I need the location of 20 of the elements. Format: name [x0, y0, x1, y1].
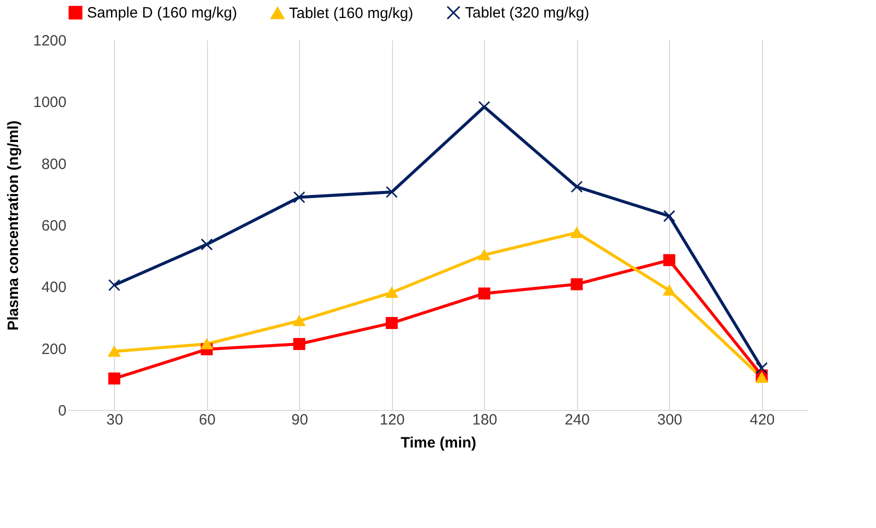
x-tick-label: 300 [657, 412, 682, 428]
y-tick-label: 0 [58, 402, 66, 420]
x-axis-title: Time (min) [400, 434, 476, 452]
legend-label: Tablet (320 mg/kg) [465, 4, 590, 22]
legend-label: Sample D (160 mg/kg) [87, 4, 238, 22]
y-tick-label: 1200 [33, 32, 66, 50]
x-tick-label: 90 [291, 412, 308, 428]
x-tick-label: 420 [750, 412, 775, 428]
y-tick-label: 800 [41, 156, 66, 173]
x-tick-label: 30 [106, 412, 124, 428]
y-tick-label: 400 [41, 279, 66, 296]
y-axis-title: Plasma concentration (ng/ml) [5, 120, 22, 331]
x-tick-label: 60 [198, 412, 216, 428]
y-tick-label: 1000 [33, 94, 66, 112]
y-tick-label: 200 [41, 340, 66, 358]
x-tick-label: 180 [472, 412, 498, 428]
x-tick-label: 120 [380, 412, 405, 428]
x-tick-label: 240 [564, 412, 590, 428]
legend-label: Tablet (160 mg/kg) [289, 5, 414, 22]
y-tick-label: 600 [41, 218, 66, 234]
